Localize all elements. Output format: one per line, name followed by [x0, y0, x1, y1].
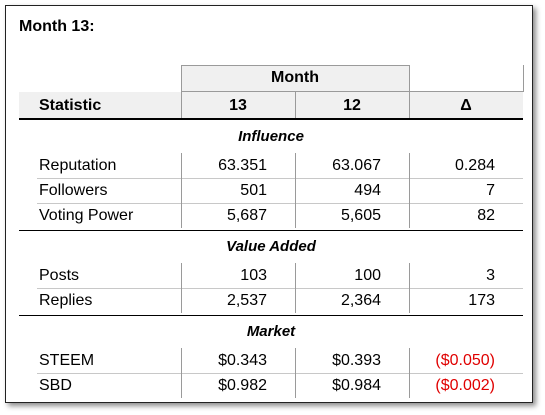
value-cell: ($0.050) — [435, 352, 495, 369]
row-line — [19, 230, 523, 231]
value-cell: 5,605 — [340, 207, 381, 224]
value-cell: 2,364 — [340, 292, 381, 309]
row-line — [37, 203, 523, 204]
value-cell: 2,537 — [226, 292, 267, 309]
row-label: SBD — [39, 377, 72, 394]
value-cell: $0.982 — [218, 377, 267, 394]
value-cell: 494 — [354, 182, 381, 199]
column-line — [295, 92, 296, 119]
column-line — [409, 65, 410, 119]
column-line — [181, 263, 182, 313]
value-cell: 0.284 — [454, 157, 495, 174]
column-line — [295, 263, 296, 313]
column-line — [181, 65, 182, 119]
row-label: Reputation — [39, 157, 117, 174]
row-label: Replies — [39, 292, 93, 309]
column-line — [181, 348, 182, 398]
column-line — [409, 348, 410, 398]
row-label: Posts — [39, 267, 80, 284]
row-label: Followers — [39, 182, 108, 199]
column-line — [295, 153, 296, 228]
column-line — [409, 263, 410, 313]
value-cell: 3 — [486, 267, 495, 284]
value-cell: 7 — [486, 182, 495, 199]
value-cell: $0.343 — [218, 352, 267, 369]
header-bg — [19, 92, 523, 118]
group-header: Month — [271, 69, 319, 86]
value-cell: 82 — [477, 207, 495, 224]
value-cell: $0.984 — [332, 377, 381, 394]
row-label: STEEM — [39, 352, 95, 369]
row-line — [37, 288, 523, 289]
column-header: Δ — [460, 97, 472, 114]
column-line — [523, 65, 524, 92]
row-label: Voting Power — [39, 207, 134, 224]
title: Month 13: — [19, 18, 95, 35]
card: Month 13: Month Statistic 13 12 Δ Influence Re… — [5, 5, 533, 403]
row-line — [37, 373, 523, 374]
section-header: Market — [246, 323, 296, 340]
column-header: Statistic — [39, 97, 102, 114]
section-header: Value Added — [226, 238, 316, 255]
column-line — [181, 153, 182, 228]
value-cell: 103 — [240, 267, 267, 284]
value-cell: 173 — [468, 292, 495, 309]
row-line — [19, 118, 523, 120]
column-line — [295, 348, 296, 398]
row-line — [181, 91, 523, 92]
value-cell: ($0.002) — [435, 377, 495, 394]
value-cell: 501 — [240, 182, 267, 199]
row-line — [37, 178, 523, 179]
value-cell: 63.067 — [332, 157, 381, 174]
section-header: Influence — [238, 128, 304, 145]
column-header: 12 — [343, 97, 361, 114]
column-line — [409, 153, 410, 228]
header-bg — [181, 65, 409, 91]
row-line — [181, 65, 409, 66]
row-line — [19, 315, 523, 316]
value-cell: 5,687 — [226, 207, 267, 224]
value-cell: $0.393 — [332, 352, 381, 369]
value-cell: 100 — [354, 267, 381, 284]
column-header: 13 — [229, 97, 247, 114]
value-cell: 63.351 — [218, 157, 267, 174]
